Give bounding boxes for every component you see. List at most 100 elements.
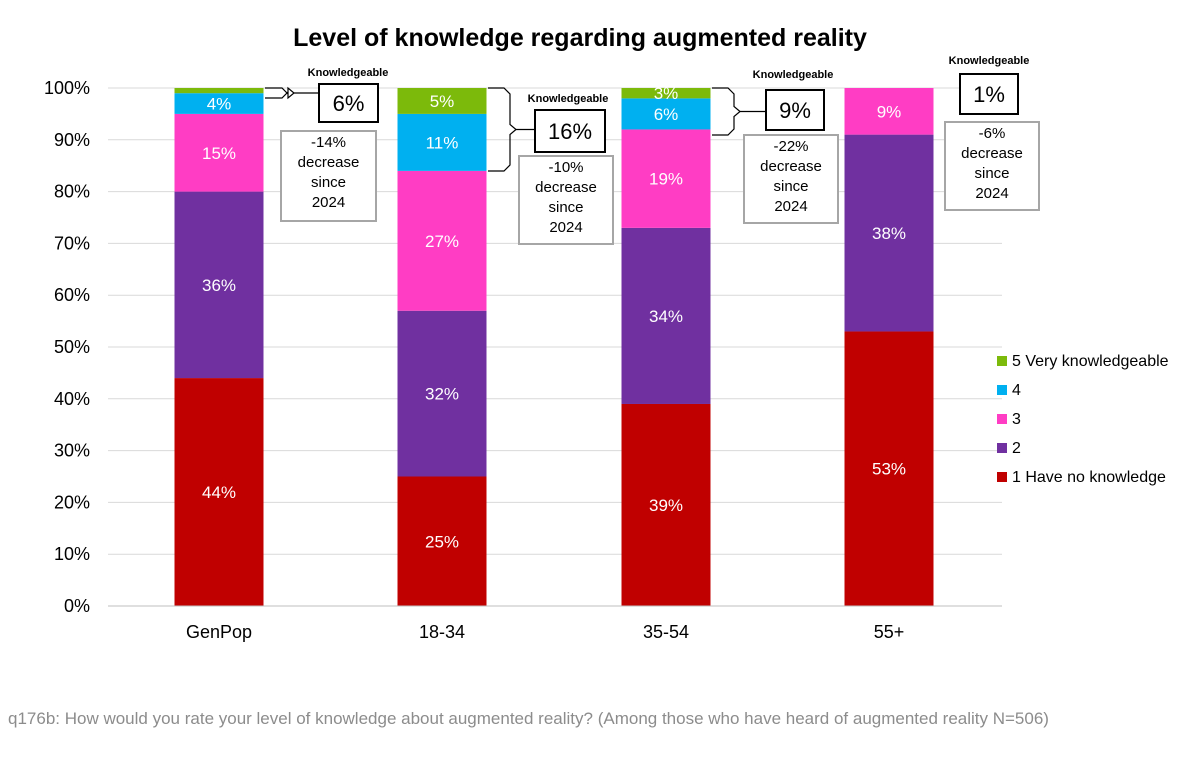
stacked-bar-chart: Level of knowledge regarding augmented r…	[44, 24, 1169, 642]
knowledgeable-label: Knowledgeable	[528, 93, 609, 105]
bar-segment	[174, 191, 264, 379]
bracket	[488, 87, 517, 172]
bar-segment	[397, 310, 487, 477]
bar-segment	[621, 88, 711, 99]
data-label: 27%	[425, 232, 459, 251]
y-tick-label: 90%	[54, 130, 90, 150]
legend-swatch	[997, 385, 1007, 395]
knowledgeable-box	[318, 83, 379, 123]
bar-segment	[174, 88, 264, 94]
change-text: since	[773, 178, 808, 195]
y-tick-label: 100%	[44, 78, 90, 98]
bar-segment	[174, 378, 264, 606]
knowledgeable-box	[959, 73, 1019, 115]
bar-segment	[621, 403, 711, 606]
change-text: 2024	[549, 219, 582, 236]
bar-segment	[397, 88, 487, 114]
footnote: q176b: How would you rate your level of …	[8, 709, 1049, 728]
bar-segment	[844, 331, 934, 606]
bar-segment	[397, 170, 487, 311]
x-axis: GenPop 18-34 35-54 55+	[108, 605, 1002, 642]
chart-title: Level of knowledge regarding augmented r…	[293, 24, 867, 52]
change-box	[518, 155, 614, 245]
y-tick-label: 30%	[54, 441, 90, 461]
legend-swatch	[997, 414, 1007, 424]
data-label: 11%	[426, 133, 459, 152]
bar-segment	[174, 93, 264, 114]
change-text: -10%	[548, 159, 583, 176]
x-category-label: 18-34	[419, 622, 465, 642]
legend-swatch	[997, 356, 1007, 366]
knowledgeable-label: Knowledgeable	[753, 69, 834, 81]
data-label: 3%	[654, 84, 679, 103]
bars: 44% 36% 15% 4% 25% 32% 27% 11% 5% 39% 34% 19% 6% 3% 53…	[174, 84, 934, 606]
bar-segment	[844, 88, 934, 135]
change-box	[280, 130, 377, 222]
data-label: 4%	[207, 95, 232, 114]
data-label: 32%	[425, 385, 459, 404]
change-text: 2024	[312, 194, 345, 211]
data-label: 9%	[877, 102, 902, 121]
change-box	[944, 121, 1040, 211]
data-label: 44%	[202, 483, 236, 502]
y-tick-label: 80%	[54, 182, 90, 202]
change-box	[743, 134, 839, 224]
y-tick-label: 40%	[54, 389, 90, 409]
change-text: decrease	[760, 158, 822, 175]
data-label: 5%	[430, 92, 455, 111]
change-text: -6%	[979, 125, 1006, 142]
bar-segment	[621, 227, 711, 404]
bar-segment	[397, 476, 487, 606]
data-label: 15%	[202, 144, 236, 163]
change-text: since	[311, 174, 346, 191]
knowledgeable-value: 1%	[973, 82, 1005, 107]
knowledgeable-box	[765, 89, 825, 131]
y-tick-label: 10%	[54, 544, 90, 564]
knowledgeable-value: 16%	[548, 119, 592, 144]
bar-segment	[397, 113, 487, 171]
change-text: since	[548, 199, 583, 216]
change-text: since	[974, 165, 1009, 182]
y-tick-label: 20%	[54, 492, 90, 512]
legend: 5 Very knowledgeable 4 3 2 1 Have no knowled…	[997, 353, 1169, 486]
data-label: 34%	[649, 307, 683, 326]
knowledgeable-label: Knowledgeable	[308, 67, 389, 79]
legend-label: 4	[1012, 382, 1021, 399]
data-label: 6%	[654, 105, 679, 124]
bar-segment	[844, 134, 934, 332]
y-tick-label: 60%	[54, 285, 90, 305]
y-axis: 0% 10% 20% 30% 40% 50% 60% 70% 80% 90% 100%	[44, 78, 90, 616]
x-category-label: 55+	[874, 622, 905, 642]
bar-segment	[621, 129, 711, 228]
change-text: -14%	[311, 134, 346, 151]
y-tick-label: 0%	[64, 596, 90, 616]
data-label: 39%	[649, 496, 683, 515]
x-category-label: 35-54	[643, 622, 689, 642]
legend-label: 1 Have no knowledge	[1012, 469, 1166, 486]
knowledgeable-callouts: Knowledgeable 6% -14% decrease since 2024 Know…	[265, 55, 1040, 245]
knowledgeable-value: 6%	[333, 91, 365, 116]
change-text: decrease	[298, 154, 360, 171]
legend-label: 5 Very knowledgeable	[1012, 353, 1169, 370]
change-text: decrease	[535, 179, 597, 196]
knowledgeable-value: 9%	[779, 98, 811, 123]
legend-swatch	[997, 443, 1007, 453]
change-text: 2024	[975, 185, 1008, 202]
bracket	[265, 86, 295, 100]
change-text: decrease	[961, 145, 1023, 162]
bar-segment	[621, 98, 711, 130]
x-category-label: GenPop	[186, 622, 252, 642]
change-text: -22%	[773, 138, 808, 155]
legend-label: 2	[1012, 440, 1021, 457]
data-label: 19%	[649, 170, 683, 189]
data-label: 25%	[425, 532, 459, 551]
bracket	[712, 87, 741, 136]
data-label: 36%	[202, 276, 236, 295]
legend-label: 3	[1012, 411, 1021, 428]
data-label: 53%	[872, 460, 906, 479]
knowledgeable-label: Knowledgeable	[949, 55, 1030, 67]
legend-swatch	[997, 472, 1007, 482]
data-label: 38%	[872, 224, 906, 243]
bar-segment	[174, 113, 264, 192]
y-tick-label: 50%	[54, 337, 90, 357]
